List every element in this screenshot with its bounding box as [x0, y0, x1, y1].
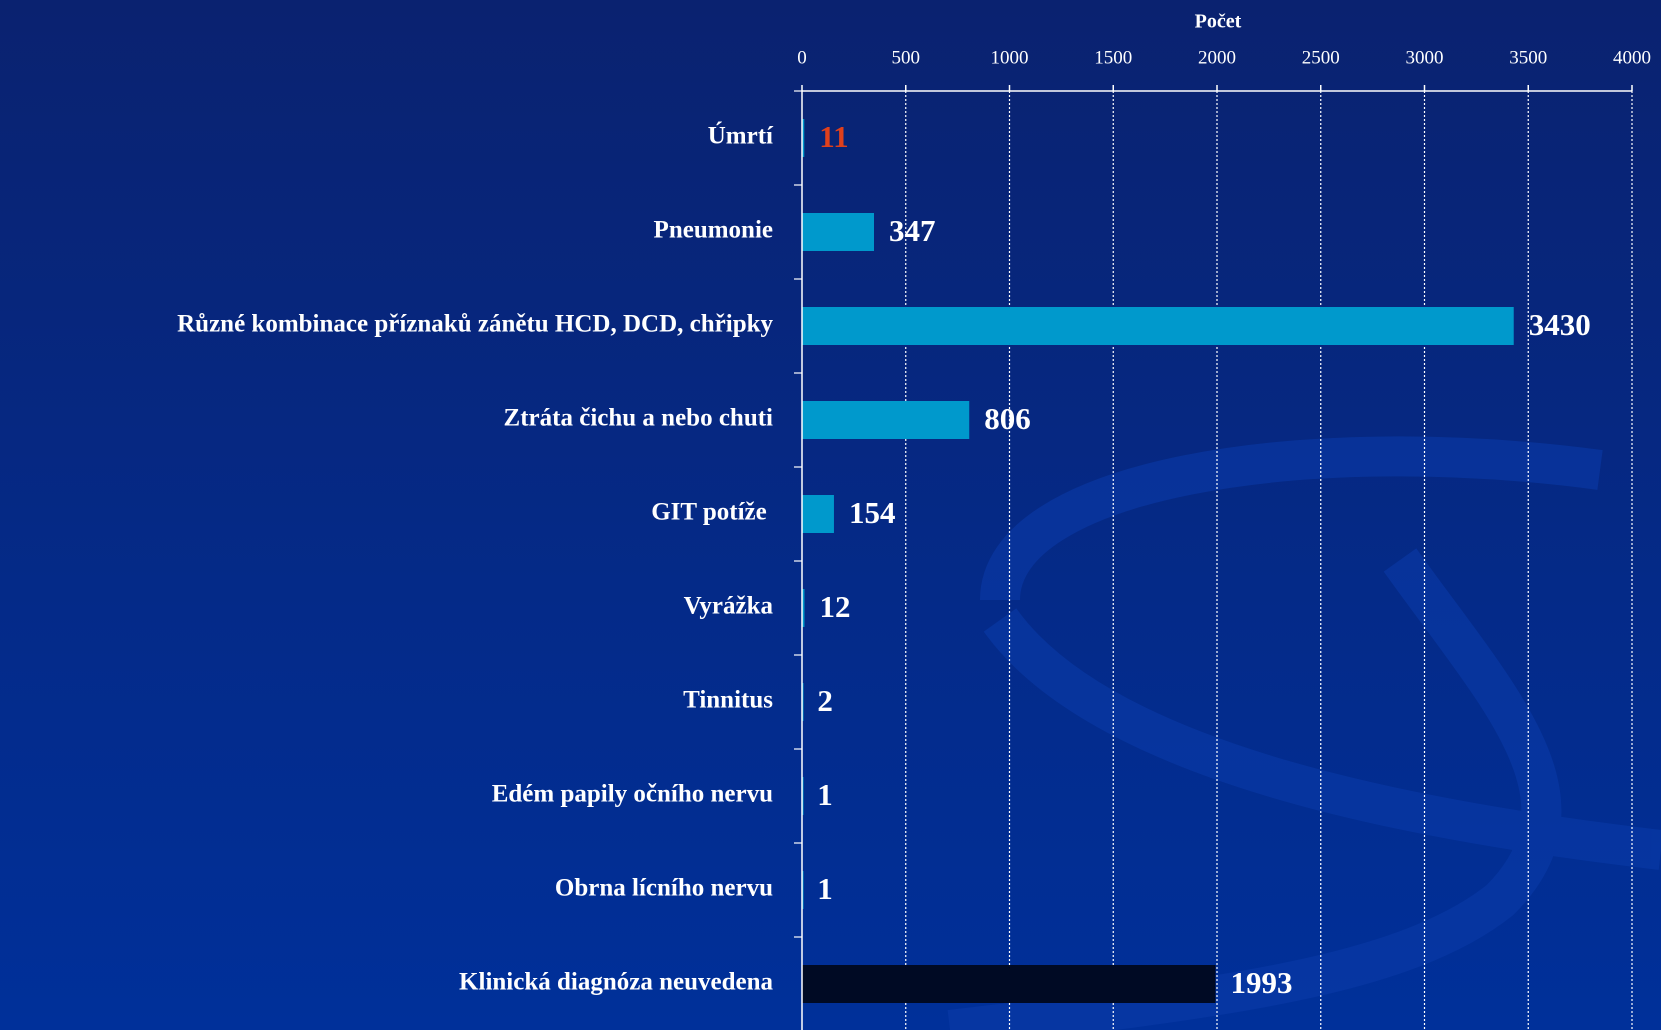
category-label: Edém papily očního nervu: [492, 781, 773, 808]
x-tick-label: 0: [797, 47, 807, 68]
category-label: Klinická diagnóza neuvedena: [459, 969, 773, 996]
value-label: 806: [984, 401, 1031, 436]
value-label: 2: [817, 683, 833, 718]
x-tick-label: 1000: [991, 47, 1029, 68]
category-label: Různé kombinace příznaků zánětu HCD, DCD…: [177, 311, 773, 338]
category-label: Tinnitus: [683, 687, 773, 714]
category-label: GIT potíže: [651, 499, 773, 526]
x-tick-label: 500: [892, 47, 921, 68]
x-tick-label: 2500: [1302, 47, 1340, 68]
x-tick-label: 4000: [1613, 47, 1651, 68]
background-swirl: [947, 436, 1661, 1030]
bar: [802, 213, 875, 251]
category-label: Pneumonie: [654, 217, 773, 244]
category-label: Obrna lícního nervu: [555, 875, 773, 902]
bar: [802, 589, 805, 627]
bar: [802, 965, 1216, 1003]
value-label: 12: [819, 589, 850, 624]
value-label: 1: [817, 777, 833, 812]
x-tick-label: 3500: [1509, 47, 1547, 68]
bar: [802, 307, 1514, 345]
x-tick-label: 3000: [1406, 47, 1444, 68]
bar: [802, 401, 970, 439]
x-tick-label: 1500: [1094, 47, 1132, 68]
value-label: 1: [817, 871, 833, 906]
value-label: 3430: [1529, 307, 1591, 342]
axis-title: Počet: [1195, 11, 1242, 33]
category-label: Ztráta čichu a nebo chuti: [504, 405, 774, 432]
value-label: 154: [849, 495, 896, 530]
category-label: Úmrtí: [708, 122, 774, 150]
x-tick-label: 2000: [1198, 47, 1236, 68]
value-label: 11: [819, 119, 848, 154]
value-label: 347: [889, 213, 936, 248]
category-label: Vyrážka: [684, 593, 774, 620]
bar: [802, 495, 834, 533]
value-label: 1993: [1231, 965, 1293, 1000]
bar: [802, 119, 805, 157]
